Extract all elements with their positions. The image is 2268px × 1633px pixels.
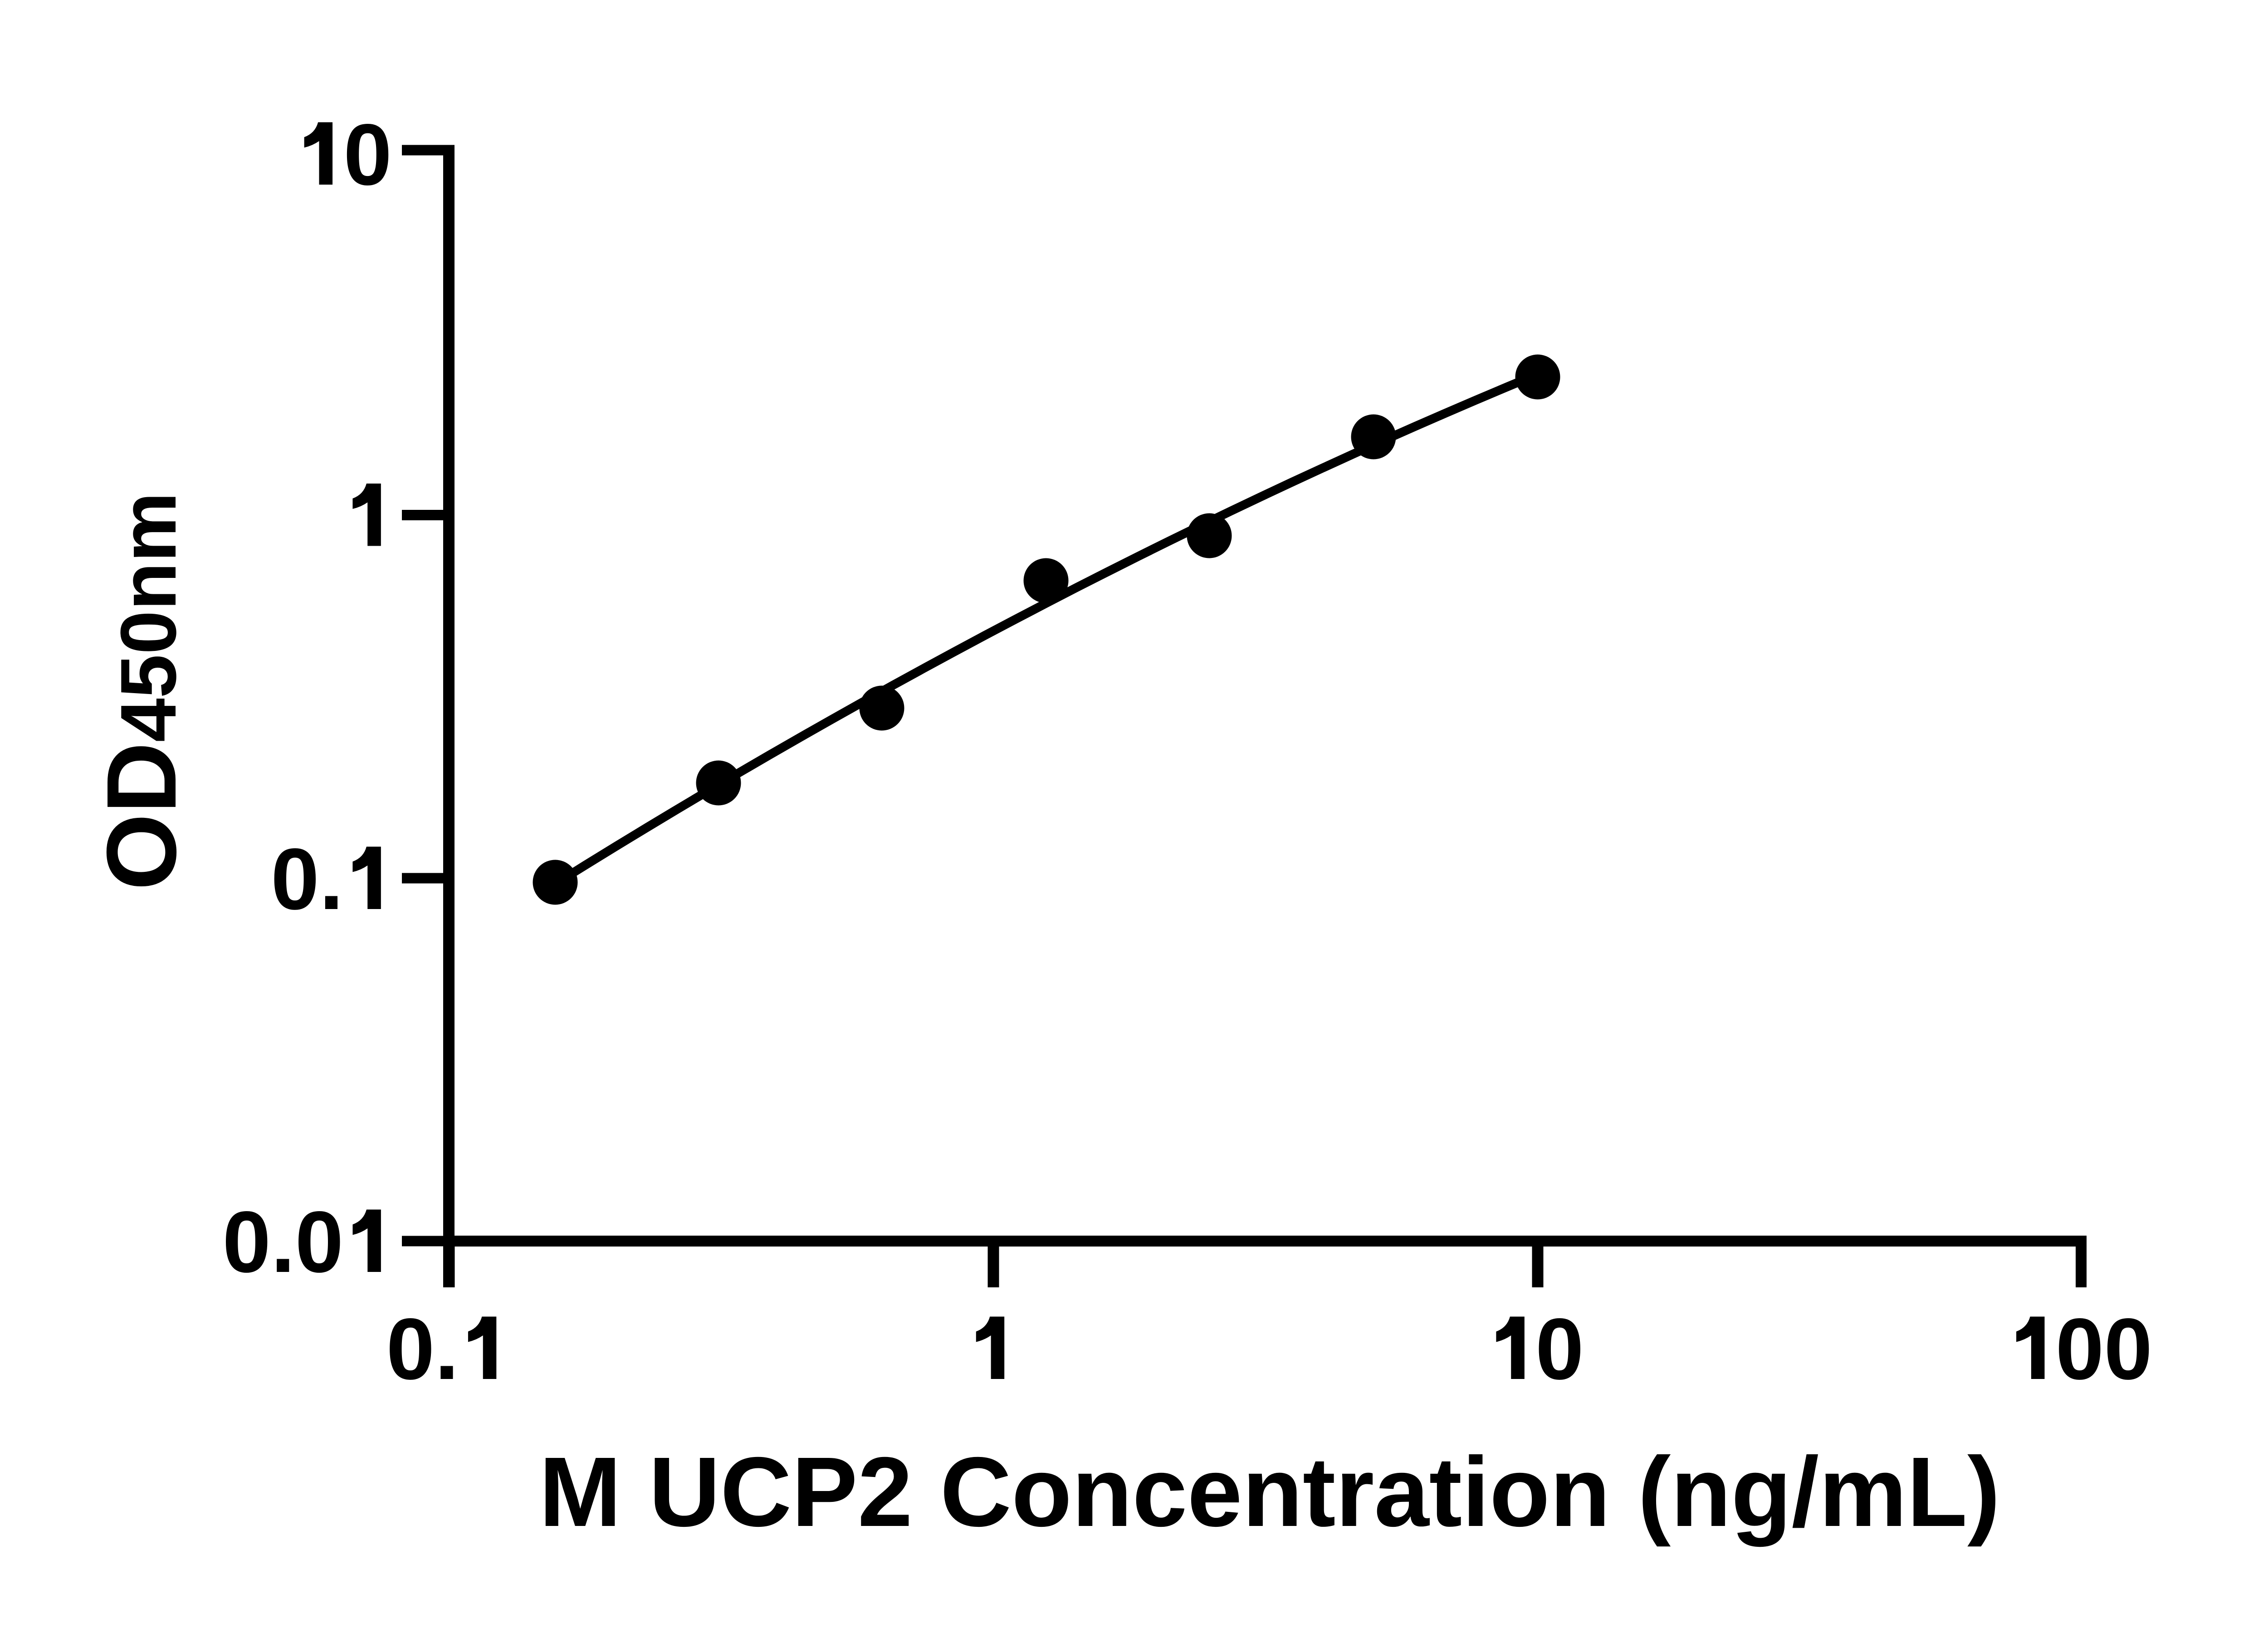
svg-text:M UCP2 Concentration (ng/mL): M UCP2 Concentration (ng/mL) bbox=[539, 1437, 2000, 1547]
svg-text:0: 0 bbox=[343, 106, 392, 203]
svg-text:00: 00 bbox=[2056, 1300, 2153, 1398]
svg-text:0.: 0. bbox=[271, 830, 343, 928]
svg-text:0: 0 bbox=[1535, 1300, 1584, 1398]
svg-text:0.0: 0.0 bbox=[222, 1193, 343, 1291]
svg-text:0.: 0. bbox=[386, 1300, 459, 1398]
svg-text:OD450nm: OD450nm bbox=[87, 492, 197, 890]
